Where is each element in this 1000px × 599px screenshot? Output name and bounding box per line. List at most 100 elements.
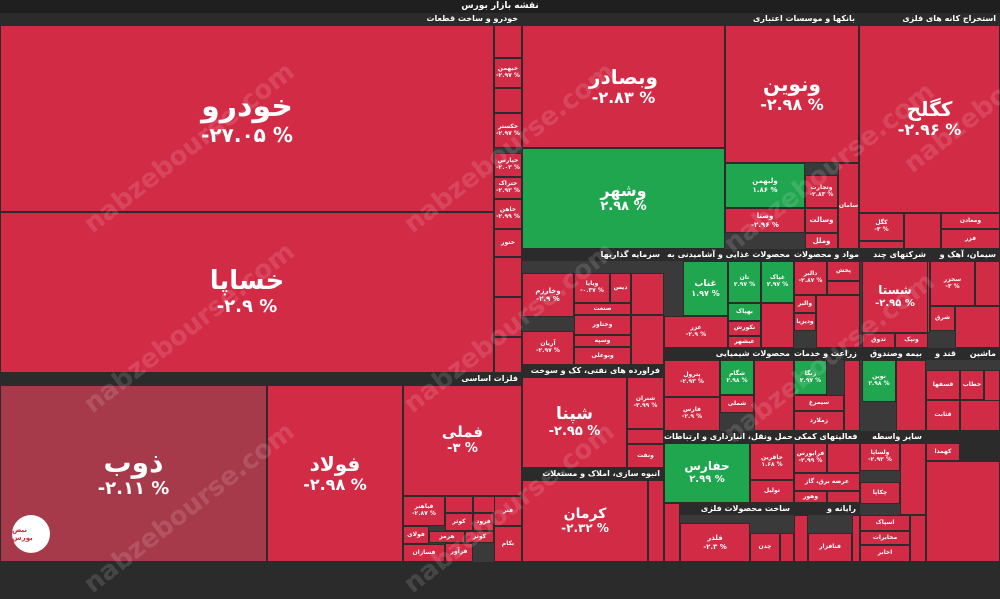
- stock-tile[interactable]: کوثر: [465, 531, 494, 543]
- sector-title[interactable]: مواد و محصولات: [794, 249, 860, 261]
- sector-title[interactable]: سایر واسطه: [860, 431, 926, 443]
- stock-tile[interactable]: خودرو -۲۷.۰۵ %: [0, 25, 494, 212]
- stock-tile[interactable]: غپاک ۲.۹۷ %: [761, 261, 794, 303]
- stock-tile[interactable]: وسالت: [805, 208, 838, 233]
- stock-tile[interactable]: والبر: [794, 295, 816, 313]
- sector-title[interactable]: سیمان، آهک و: [930, 249, 1000, 261]
- stock-tile[interactable]: شتران -۲.۹۹ %: [627, 377, 664, 429]
- stock-tile[interactable]: چکاپا: [860, 482, 900, 504]
- stock-tile[interactable]: زنگا ۲.۹۷ %: [794, 360, 827, 395]
- stock-tile[interactable]: صنعت: [574, 303, 631, 315]
- stock-tile[interactable]: قسفها: [926, 370, 960, 400]
- stock-tile-small[interactable]: [896, 360, 926, 431]
- stock-tile[interactable]: وتجارت -۲.۸۳ %: [805, 175, 838, 208]
- stock-tile-small[interactable]: [631, 315, 664, 365]
- stock-tile[interactable]: چدن: [750, 533, 780, 562]
- stock-tile[interactable]: فزر: [941, 229, 1000, 249]
- stock-tile-small[interactable]: [494, 257, 522, 297]
- stock-tile[interactable]: هرمز: [429, 531, 465, 543]
- stock-tile[interactable]: شستا -۲.۹۵ %: [862, 261, 928, 333]
- sector-title[interactable]: محصولات شیمیایی: [664, 348, 794, 360]
- stock-tile[interactable]: خبهمن -۲.۹۷ %: [494, 58, 522, 88]
- sector-title[interactable]: انبوه سازی، املاک و مستغلات: [522, 468, 664, 480]
- stock-tile[interactable]: پترول -۲.۹۳ %: [664, 360, 720, 397]
- stock-tile-small[interactable]: [926, 461, 1000, 562]
- stock-tile-small[interactable]: [761, 303, 794, 348]
- stock-tile[interactable]: پخش: [827, 261, 860, 281]
- stock-tile-small[interactable]: [852, 515, 860, 562]
- stock-tile[interactable]: فباهنر -۲.۸۷ %: [403, 496, 445, 526]
- stock-tile[interactable]: آریان -۲.۹۷ %: [522, 331, 574, 365]
- stock-tile-small[interactable]: [955, 306, 1000, 348]
- stock-tile[interactable]: فنر: [494, 496, 522, 526]
- stock-tile-small[interactable]: [780, 533, 794, 562]
- stock-tile[interactable]: فولاد -۲.۹۸ %: [267, 385, 403, 562]
- stock-tile[interactable]: شپنا -۲.۹۵ %: [522, 377, 627, 468]
- stock-tile[interactable]: سیمرغ: [794, 395, 844, 411]
- stock-tile[interactable]: کوثر: [445, 513, 473, 531]
- sector-title[interactable]: زراعت و خدمات: [794, 348, 860, 360]
- stock-tile[interactable]: وختاور: [574, 315, 631, 335]
- stock-tile-small[interactable]: [975, 261, 1000, 306]
- sector-title[interactable]: قند و: [926, 348, 960, 360]
- stock-tile[interactable]: فولای: [403, 526, 429, 544]
- sector-title[interactable]: سرمایه گذاریها: [522, 249, 664, 261]
- stock-tile[interactable]: وخارزم -۲.۹ %: [522, 273, 574, 317]
- sector-title[interactable]: شرکتهای چند: [860, 249, 930, 261]
- stock-tile[interactable]: سخزر -۳ %: [930, 261, 975, 306]
- stock-tile[interactable]: مخابرات: [860, 531, 910, 545]
- stock-tile[interactable]: اسپاک: [860, 515, 910, 531]
- stock-tile-small[interactable]: [494, 25, 522, 58]
- stock-tile[interactable]: نکورش: [728, 321, 761, 336]
- stock-tile[interactable]: فملی -۳ %: [403, 385, 522, 496]
- stock-tile-small[interactable]: [494, 337, 522, 373]
- stock-tile[interactable]: قثابت: [926, 400, 960, 431]
- stock-tile[interactable]: ثدوق: [862, 333, 895, 348]
- stock-tile[interactable]: فرآور: [445, 543, 473, 562]
- stock-tile[interactable]: وملل: [805, 233, 838, 249]
- stock-tile[interactable]: ونوین -۲.۹۸ %: [725, 25, 859, 163]
- stock-tile[interactable]: خساپا -۲.۹ %: [0, 212, 494, 373]
- stock-tile[interactable]: کگلح -۲.۹۶ %: [859, 25, 1000, 213]
- stock-tile[interactable]: وصنا -۲.۹۶ %: [725, 208, 805, 233]
- stock-tile[interactable]: وبوعلی: [574, 347, 631, 365]
- sector-title[interactable]: فلزات اساسی: [0, 373, 522, 385]
- stock-tile[interactable]: عرضه برق، گاز: [794, 473, 860, 491]
- stock-tile[interactable]: وهور: [794, 491, 827, 503]
- stock-tile[interactable]: غزر -۲.۹ %: [664, 316, 728, 348]
- sector-title[interactable]: ماشین: [960, 348, 1000, 360]
- stock-tile-small[interactable]: [900, 443, 926, 515]
- stock-tile-small[interactable]: [648, 480, 664, 562]
- stock-tile[interactable]: دالبر -۲.۸۷ %: [794, 261, 827, 295]
- stock-tile[interactable]: فارس -۲.۹ %: [664, 397, 720, 431]
- stock-tile[interactable]: ونفت: [627, 444, 664, 468]
- stock-tile-small[interactable]: [627, 429, 664, 444]
- sector-title[interactable]: رایانه و: [794, 503, 860, 515]
- stock-tile-small[interactable]: [445, 496, 473, 513]
- stock-tile-small[interactable]: [844, 360, 860, 431]
- stock-tile[interactable]: ختراک -۲.۹۲ %: [494, 177, 522, 199]
- stock-tile[interactable]: تان ۲.۹۷ %: [728, 261, 761, 303]
- stock-tile[interactable]: فنافزار: [808, 533, 852, 562]
- stock-tile-small[interactable]: [816, 295, 860, 348]
- stock-tile[interactable]: اخابر: [860, 545, 910, 562]
- stock-tile[interactable]: ولبهمن ۱.۸۶ %: [725, 163, 805, 208]
- sector-title[interactable]: ساخت محصولات فلزی: [664, 503, 794, 515]
- stock-tile[interactable]: خپارس -۲.۰۲ %: [494, 153, 522, 177]
- stock-tile[interactable]: بهپاک: [728, 303, 761, 321]
- stock-tile-small[interactable]: [859, 241, 904, 249]
- stock-tile-small[interactable]: [494, 88, 522, 113]
- stock-tile[interactable]: سامان: [838, 163, 859, 249]
- stock-tile[interactable]: ختور: [494, 229, 522, 257]
- stock-tile-small[interactable]: [827, 443, 860, 473]
- sector-title[interactable]: فعالیتهای کمکی: [794, 431, 860, 443]
- sector-title[interactable]: فراورده های نفتی، کک و سوخت: [522, 365, 664, 377]
- stock-tile-small[interactable]: [960, 400, 1000, 431]
- stock-tile[interactable]: کگل -۳ %: [859, 213, 904, 241]
- stock-tile[interactable]: وسپه: [574, 335, 631, 347]
- stock-tile[interactable]: فسازان: [403, 544, 445, 562]
- stock-tile[interactable]: زملارد: [794, 411, 844, 431]
- stock-tile[interactable]: خطاب: [960, 370, 984, 400]
- stock-tile[interactable]: خاهن -۲.۹۹ %: [494, 199, 522, 229]
- stock-tile[interactable]: کهمدا: [926, 443, 960, 461]
